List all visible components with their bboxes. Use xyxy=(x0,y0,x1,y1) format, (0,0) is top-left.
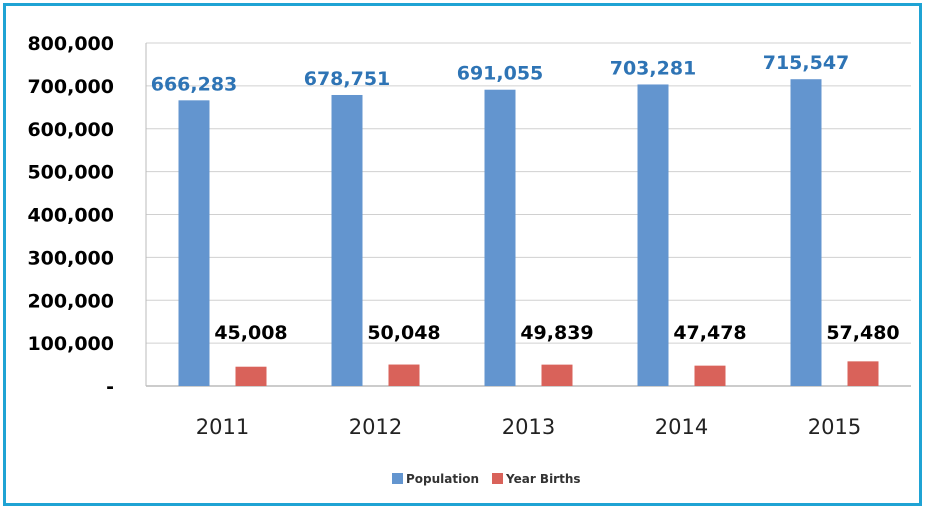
chart-frame: - 100,000 200,000 300,000 400,000 500,000 600,… xyxy=(3,3,922,506)
bar-year-births xyxy=(541,364,573,386)
bar-year-births xyxy=(235,366,267,386)
legend-year-births-swatch xyxy=(492,473,503,484)
x-tick-label: 2011 xyxy=(196,415,249,439)
y-tick-label: 100,000 xyxy=(27,333,114,355)
y-axis-ticks: - 100,000 200,000 300,000 400,000 500,000 600,… xyxy=(27,33,114,398)
bar-population xyxy=(637,84,669,387)
data-label-year-births: 49,839 xyxy=(520,322,593,344)
data-label-year-births: 57,480 xyxy=(826,322,899,344)
legend-population-swatch xyxy=(392,473,403,484)
bar-population xyxy=(331,94,363,387)
data-label-population: 715,547 xyxy=(763,52,850,74)
y-tick-label: 300,000 xyxy=(27,247,114,269)
bars xyxy=(178,79,879,387)
y-tick-label: 800,000 xyxy=(27,33,114,55)
legend-population-label: Population xyxy=(406,472,479,486)
bar-year-births xyxy=(694,365,726,386)
bar-chart: - 100,000 200,000 300,000 400,000 500,000 600,… xyxy=(27,33,911,486)
y-tick-label: - xyxy=(106,376,114,398)
data-label-population: 703,281 xyxy=(610,57,697,79)
legend-year-births-label: Year Births xyxy=(505,472,581,486)
y-tick-label: 600,000 xyxy=(27,119,114,141)
x-tick-label: 2012 xyxy=(349,415,402,439)
data-label-year-births: 50,048 xyxy=(367,322,440,344)
bar-year-births xyxy=(388,364,420,386)
gridlines xyxy=(145,42,911,387)
bar-year-births xyxy=(847,361,879,386)
x-tick-label: 2015 xyxy=(808,415,861,439)
data-label-year-births: 45,008 xyxy=(214,322,287,344)
legend: Population Year Births xyxy=(392,472,581,486)
y-tick-label: 700,000 xyxy=(27,76,114,98)
y-tick-label: 400,000 xyxy=(27,205,114,227)
bar-population xyxy=(790,79,822,386)
x-tick-label: 2014 xyxy=(655,415,708,439)
y-tick-label: 500,000 xyxy=(27,162,114,184)
x-tick-label: 2013 xyxy=(502,415,555,439)
data-label-population: 666,283 xyxy=(151,73,238,95)
data-labels: 666,283 45,008 678,751 50,048 691,055 49,839 7… xyxy=(151,52,900,344)
x-axis-ticks: 2011 2012 2013 2014 2015 xyxy=(196,415,861,439)
data-label-population: 678,751 xyxy=(304,68,391,90)
data-label-population: 691,055 xyxy=(457,63,544,85)
y-tick-label: 200,000 xyxy=(27,290,114,312)
bar-population xyxy=(178,100,210,386)
data-label-year-births: 47,478 xyxy=(673,322,746,344)
bar-population xyxy=(484,89,516,386)
